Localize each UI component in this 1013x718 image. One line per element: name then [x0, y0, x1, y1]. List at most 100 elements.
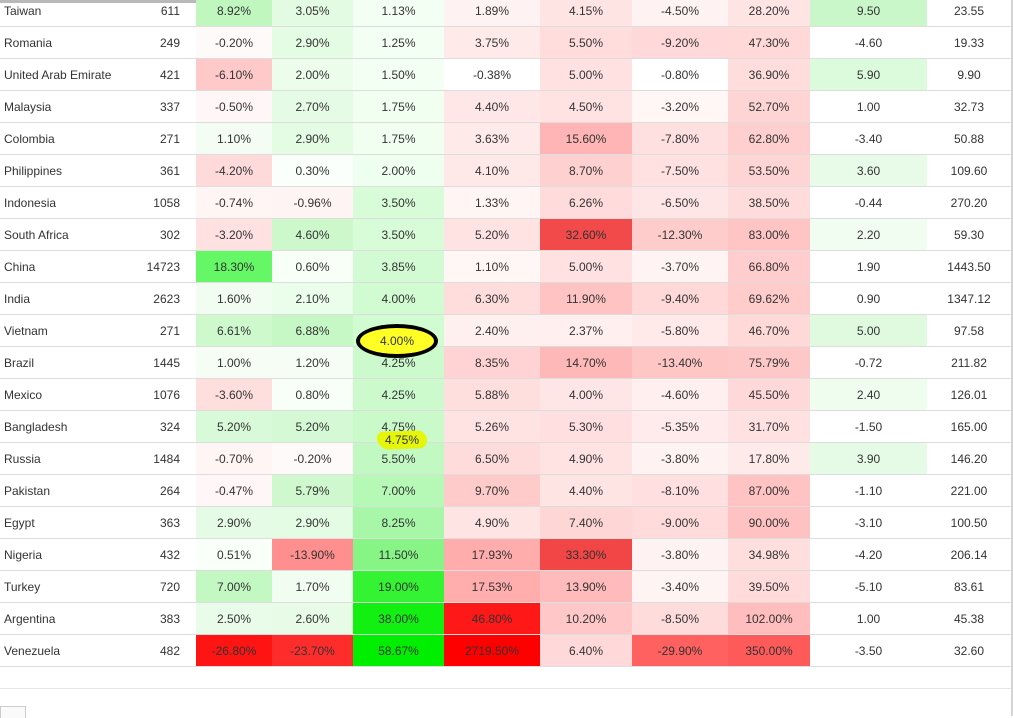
value-cell: 6.26%: [540, 186, 632, 219]
value-cell: 32.73: [927, 90, 1011, 123]
count-cell: 1484: [122, 442, 196, 475]
value-cell: -1.50: [810, 410, 927, 443]
table-row: Egypt 363 2.90% 2.90% 8.25% 4.90% 7.40% -9.00% 9…: [0, 506, 1011, 539]
count-cell: 324: [122, 410, 196, 443]
table-row: Bangladesh 324 5.20% 5.20% 4.75% 5.26% 5.30% -5…: [0, 410, 1011, 443]
value-cell: 0.30%: [272, 154, 353, 187]
value-cell: 32.60%: [540, 218, 632, 251]
value-cell: 6.50%: [444, 442, 540, 475]
value-cell: -3.10: [810, 506, 927, 539]
value-cell: 14.70%: [540, 346, 632, 379]
value-cell: -13.40%: [632, 346, 728, 379]
value-cell: -0.47%: [196, 474, 272, 507]
country-cell: Bangladesh: [0, 410, 122, 443]
value-cell: 0.80%: [272, 378, 353, 411]
value-cell: 102.00%: [728, 602, 810, 635]
value-cell: 3.50%: [353, 218, 444, 251]
country-cell: Colombia: [0, 122, 122, 155]
value-cell: 38.00%: [353, 602, 444, 635]
value-cell: 46.80%: [444, 602, 540, 635]
value-cell: 31.70%: [728, 410, 810, 443]
country-cell: Malaysia: [0, 90, 122, 123]
value-cell: 5.79%: [272, 474, 353, 507]
value-cell: 1.50%: [353, 58, 444, 91]
table-row: Romania 249 -0.20% 2.90% 1.25% 3.75% 5.50% -9.2…: [0, 26, 1011, 59]
count-cell: 361: [122, 154, 196, 187]
value-cell: 1.10%: [196, 122, 272, 155]
value-cell: 5.50%: [540, 26, 632, 59]
value-cell: 2.60%: [272, 602, 353, 635]
country-cell: United Arab Emirate: [0, 58, 122, 91]
value-cell: 1443.50: [927, 250, 1011, 283]
country-cell: Philippines: [0, 154, 122, 187]
value-cell: -8.10%: [632, 474, 728, 507]
value-cell: -3.40%: [632, 570, 728, 603]
value-cell: 221.00: [927, 474, 1011, 507]
scrollbar-edge[interactable]: [1011, 0, 1013, 716]
count-cell: 1445: [122, 346, 196, 379]
value-cell: 1.00: [810, 602, 927, 635]
value-cell: 1.89%: [444, 0, 540, 27]
value-cell: 109.60: [927, 154, 1011, 187]
value-cell: 5.00%: [540, 250, 632, 283]
value-cell: 8.35%: [444, 346, 540, 379]
count-cell: 383: [122, 602, 196, 635]
table-row: Turkey 720 7.00% 1.70% 19.00% 17.53% 13.90% -3.…: [0, 570, 1011, 603]
value-cell: -5.35%: [632, 410, 728, 443]
value-cell: 45.38: [927, 602, 1011, 635]
value-cell: -9.20%: [632, 26, 728, 59]
value-cell: 5.20%: [272, 410, 353, 443]
count-cell: 337: [122, 90, 196, 123]
value-cell: 4.25%: [353, 378, 444, 411]
country-cell: Brazil: [0, 346, 122, 379]
value-cell: 206.14: [927, 538, 1011, 571]
value-cell: 1.00: [810, 90, 927, 123]
value-cell: 5.00: [810, 314, 927, 347]
value-cell: 10.20%: [540, 602, 632, 635]
count-cell: 271: [122, 122, 196, 155]
value-cell: 90.00%: [728, 506, 810, 539]
value-cell: 2719.50%: [444, 634, 540, 667]
value-cell: 8.92%: [196, 0, 272, 27]
value-cell: -0.20%: [196, 26, 272, 59]
table-row: Philippines 361 -4.20% 0.30% 2.00% 4.10% 8.70%…: [0, 154, 1011, 187]
value-cell: -3.70%: [632, 250, 728, 283]
value-cell: 3.75%: [444, 26, 540, 59]
value-cell: -4.60%: [632, 378, 728, 411]
value-cell: 1.20%: [272, 346, 353, 379]
value-cell: 23.55: [927, 0, 1011, 27]
country-cell: Pakistan: [0, 474, 122, 507]
table-row: Colombia 271 1.10% 2.90% 1.75% 3.63% 15.60% -7.…: [0, 122, 1011, 155]
value-cell: 7.40%: [540, 506, 632, 539]
value-cell: 32.60: [927, 634, 1011, 667]
value-cell: 4.15%: [540, 0, 632, 27]
value-cell: 3.90: [810, 442, 927, 475]
value-cell: -0.72: [810, 346, 927, 379]
value-cell: 5.26%: [444, 410, 540, 443]
value-cell: 17.80%: [728, 442, 810, 475]
value-cell: 69.62%: [728, 282, 810, 315]
value-cell: -6.50%: [632, 186, 728, 219]
table-row: Indonesia 1058 -0.74% -0.96% 3.50% 1.33% 6.26%…: [0, 186, 1011, 219]
value-cell: 46.70%: [728, 314, 810, 347]
value-cell: 83.00%: [728, 218, 810, 251]
value-cell: 28.20%: [728, 0, 810, 27]
value-cell: -3.20%: [196, 218, 272, 251]
pagination-control[interactable]: [0, 706, 26, 718]
value-cell: -7.80%: [632, 122, 728, 155]
value-cell: 52.70%: [728, 90, 810, 123]
value-cell: -3.50: [810, 634, 927, 667]
value-cell: 1.13%: [353, 0, 444, 27]
value-cell: 6.40%: [540, 634, 632, 667]
value-cell: -26.80%: [196, 634, 272, 667]
value-cell: 4.10%: [444, 154, 540, 187]
value-cell: 270.20: [927, 186, 1011, 219]
value-cell: -29.90%: [632, 634, 728, 667]
table-row: United Arab Emirate 421 -6.10% 2.00% 1.50% -0…: [0, 58, 1011, 91]
value-cell: 2.70%: [272, 90, 353, 123]
value-cell: 2.90%: [272, 506, 353, 539]
value-cell: -5.80%: [632, 314, 728, 347]
table-row: Venezuela 482 -26.80% -23.70% 58.67% 2719.50%…: [0, 634, 1011, 667]
count-cell: 1076: [122, 378, 196, 411]
value-cell: -0.74%: [196, 186, 272, 219]
